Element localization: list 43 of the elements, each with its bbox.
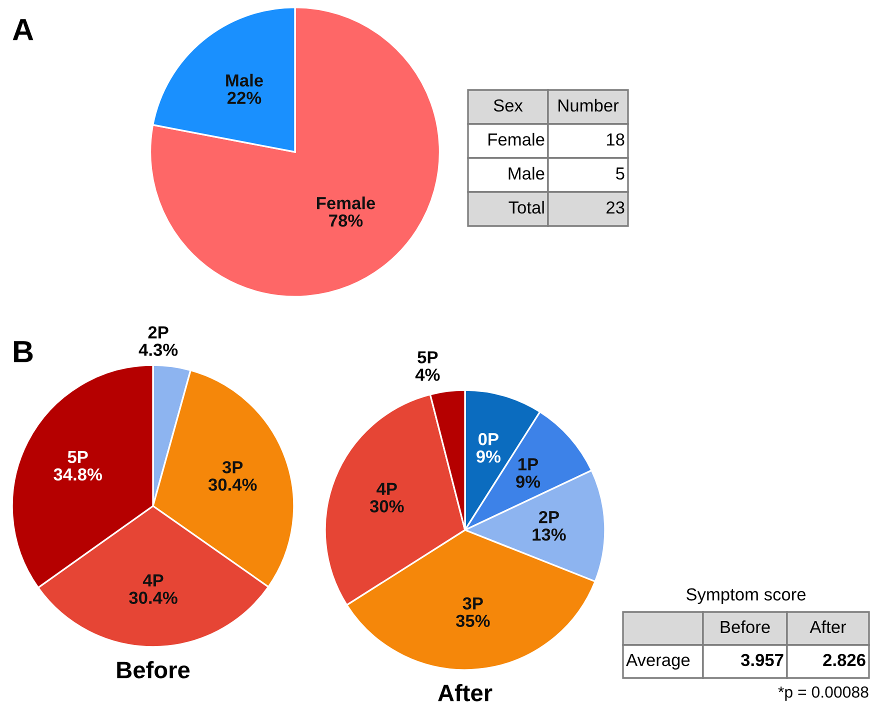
category-label: Average [626, 654, 690, 670]
chart-title: A [12, 19, 34, 40]
data-label: 9% [476, 450, 501, 463]
slice-label: 0P [478, 432, 498, 446]
category-label: Number [558, 98, 619, 112]
text: Before [117, 661, 190, 678]
text: 2.826 [823, 654, 866, 666]
text: 5 [616, 168, 624, 180]
data-label: 35% [456, 614, 490, 628]
data-label: 78% [329, 214, 363, 227]
category-label: Female [488, 132, 544, 146]
category-label: Before [720, 620, 770, 634]
slice-label: 3P [462, 597, 483, 610]
slice-label: 5P [418, 351, 438, 364]
slice-label: 1P [518, 458, 538, 470]
text: After [438, 684, 492, 702]
text: Sex [494, 99, 523, 112]
text: Symptom score [686, 588, 806, 604]
slice-label: 4P [376, 482, 397, 495]
slice-label: Female [317, 196, 376, 210]
data-label: 34.8% [54, 468, 102, 481]
text: 23 [606, 201, 624, 214]
data-label: 22% [227, 92, 262, 104]
category-label: After [810, 620, 846, 634]
data-label: 30% [370, 500, 404, 512]
slice-label: 2P [148, 326, 168, 338]
slice-label: 5P [68, 451, 88, 464]
data-label: 4.3% [138, 344, 178, 356]
data-label: 13% [532, 528, 566, 541]
data-label: 30.4% [129, 592, 178, 604]
slice-label: Male [226, 74, 263, 87]
data-label: 9% [516, 476, 540, 488]
chart-title: B [14, 341, 33, 362]
text: 18 [607, 133, 624, 146]
data-label: 30.4% [208, 478, 257, 491]
text: *p = 0.00088 [778, 686, 868, 701]
text: 3.957 [740, 654, 784, 666]
category-label: Total [508, 200, 544, 214]
slice-label: 2P [538, 511, 559, 524]
slice-label: 4P [142, 574, 164, 586]
slice-label: 3P [222, 461, 243, 474]
data-label: 4% [415, 368, 440, 381]
category-label: Male [508, 166, 544, 180]
